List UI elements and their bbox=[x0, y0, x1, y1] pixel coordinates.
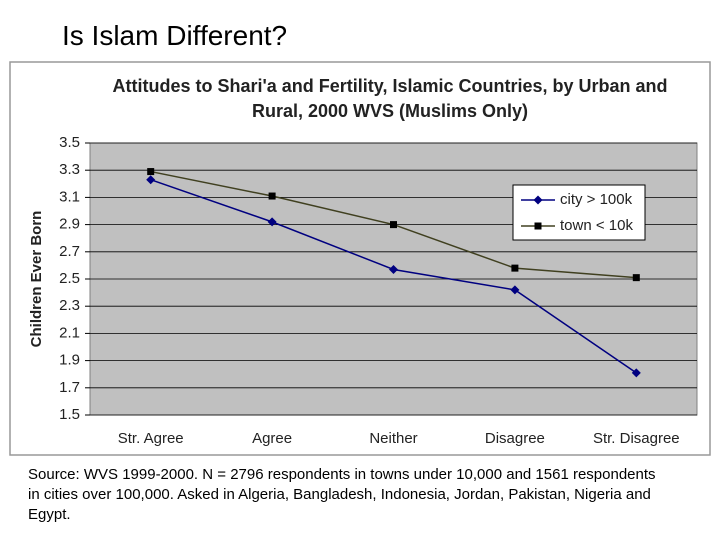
y-tick-label: 3.3 bbox=[59, 161, 80, 178]
point bbox=[510, 285, 520, 295]
point bbox=[632, 274, 640, 282]
source-note: Source: WVS 1999-2000. N = 2796 responde… bbox=[28, 466, 656, 523]
point bbox=[267, 217, 277, 227]
point bbox=[147, 168, 155, 176]
y-tick-label: 1.5 bbox=[59, 406, 80, 423]
slide-title: Is Islam Different? bbox=[62, 20, 288, 51]
y-axis-label: Children Ever Born bbox=[28, 211, 45, 348]
y-tick-label: 1.9 bbox=[59, 352, 80, 369]
x-tick-label: Str. Disagree bbox=[593, 430, 680, 447]
y-tick-label: 2.1 bbox=[59, 324, 80, 341]
y-tick-label: 1.7 bbox=[59, 379, 80, 396]
point bbox=[390, 221, 397, 229]
point bbox=[268, 192, 276, 200]
y-tick-label: 3.1 bbox=[59, 188, 80, 205]
x-tick-label: Str. Agree bbox=[118, 430, 184, 447]
x-tick-label: Agree bbox=[252, 430, 292, 447]
y-tick-label: 2.3 bbox=[59, 297, 80, 314]
point bbox=[389, 264, 398, 274]
y-tick-label: 2.9 bbox=[59, 216, 80, 233]
point bbox=[631, 368, 641, 378]
x-tick-label: Disagree bbox=[485, 430, 545, 447]
point bbox=[511, 264, 519, 272]
legend-label: town < 10k bbox=[560, 217, 633, 234]
x-tick-label: Neither bbox=[369, 430, 417, 447]
legend-marker bbox=[534, 222, 542, 230]
y-tick-label: 2.5 bbox=[59, 270, 80, 287]
point bbox=[146, 175, 156, 185]
legend-box bbox=[512, 184, 646, 241]
legend-label: city > 100k bbox=[560, 191, 633, 208]
y-tick-label: 3.5 bbox=[59, 134, 80, 151]
legend-marker bbox=[533, 195, 543, 205]
chart-title: Attitudes to Shari'a and Fertility, Isla… bbox=[112, 76, 668, 121]
y-tick-label: 2.7 bbox=[59, 243, 80, 260]
